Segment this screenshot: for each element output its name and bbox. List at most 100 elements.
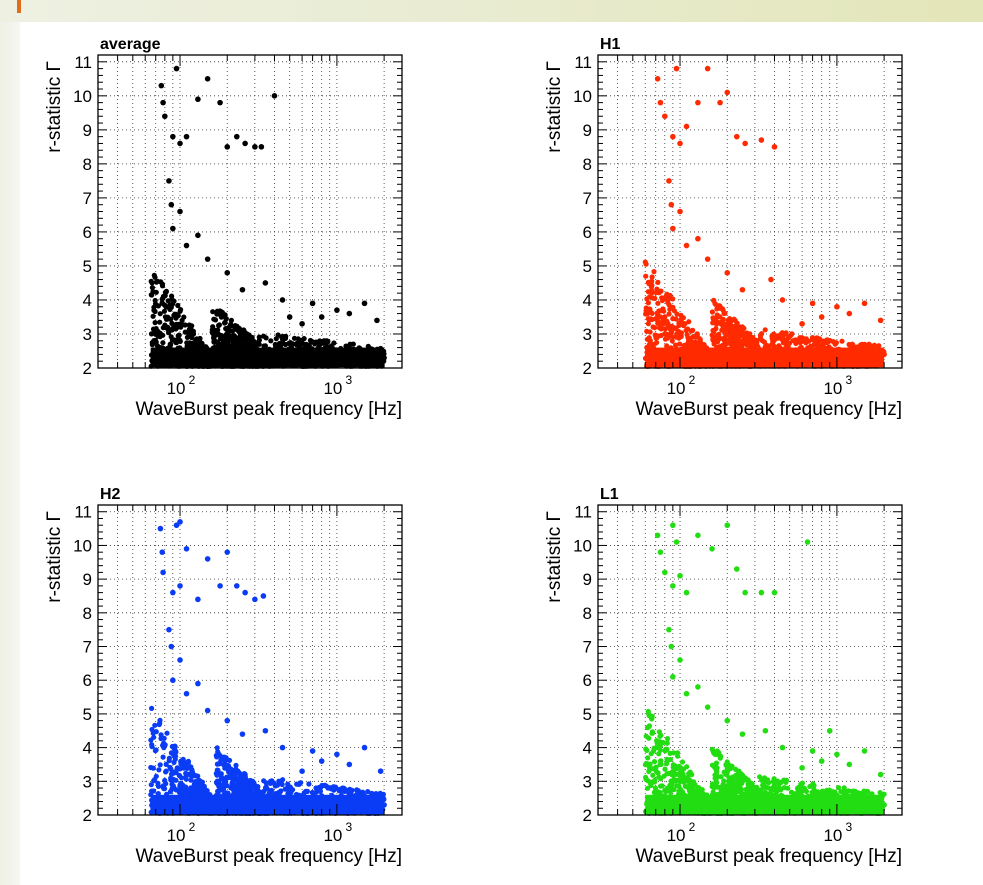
data-point [233, 782, 239, 788]
data-point [275, 332, 281, 338]
data-point [361, 744, 368, 751]
data-point [693, 334, 699, 340]
y-axis-label: r-statistic Γ [44, 61, 65, 153]
data-point [188, 777, 194, 783]
data-point [165, 314, 171, 320]
data-point [160, 301, 166, 307]
data-point [159, 283, 166, 289]
data-point [179, 317, 185, 324]
plot-area [598, 55, 902, 368]
data-point [149, 788, 155, 794]
data-point [156, 767, 162, 773]
data-point [671, 786, 677, 793]
data-point [217, 583, 223, 589]
data-point [155, 329, 161, 335]
data-point [170, 783, 176, 789]
y-tick-label: 8 [583, 155, 592, 174]
data-point [773, 336, 779, 342]
x-tick-label-exponent: 3 [846, 373, 853, 387]
data-point [670, 750, 677, 756]
data-point [262, 280, 269, 286]
data-point [657, 743, 663, 749]
data-point [159, 549, 166, 555]
data-point [839, 338, 845, 344]
data-point [245, 337, 251, 343]
data-point [768, 276, 774, 283]
data-point [648, 279, 654, 286]
data-point [732, 317, 738, 324]
y-tick-label: 5 [83, 705, 92, 724]
data-point [670, 778, 676, 784]
data-point [299, 320, 305, 327]
data-point [252, 596, 258, 603]
data-point [224, 269, 231, 276]
x-tick-label: 10 [323, 826, 342, 845]
data-point [683, 123, 690, 130]
data-point [237, 778, 243, 784]
data-point [649, 274, 655, 280]
data-point [173, 749, 179, 755]
data-point [681, 766, 687, 772]
y-tick-label: 11 [74, 53, 92, 72]
data-point [179, 322, 185, 328]
data-point [171, 759, 177, 766]
data-point [721, 310, 727, 316]
data-point [834, 303, 840, 310]
data-point [224, 549, 231, 555]
data-point [740, 332, 746, 338]
data-point [286, 314, 293, 320]
x-tick-label-exponent: 3 [346, 820, 353, 834]
data-point [657, 783, 664, 789]
data-point [162, 777, 168, 784]
data-point [204, 256, 211, 262]
data-point [662, 113, 668, 120]
data-point [714, 306, 720, 312]
data-point [242, 772, 248, 778]
data-point [664, 761, 670, 767]
data-point [220, 785, 226, 792]
y-tick-label: 5 [83, 257, 92, 276]
data-point [662, 766, 668, 772]
data-point [223, 790, 229, 796]
data-point [733, 133, 740, 140]
data-point [670, 316, 676, 322]
data-point [645, 755, 651, 761]
data-point [649, 316, 655, 323]
data-point [701, 342, 707, 348]
y-tick-label: 4 [83, 291, 92, 310]
data-point-dense-base [645, 347, 885, 368]
data-point [160, 569, 166, 576]
data-point [657, 733, 663, 739]
data-point [151, 734, 157, 740]
data-point [316, 342, 322, 348]
data-point [717, 99, 723, 106]
data-point [381, 354, 387, 361]
data-point [346, 310, 353, 317]
data-point [149, 744, 155, 750]
y-tick-label: 3 [83, 772, 92, 791]
data-point [649, 287, 655, 294]
data-point [704, 65, 711, 72]
x-tick-label: 10 [167, 826, 186, 845]
data-point [286, 788, 293, 794]
data-point [776, 343, 782, 349]
panel-title: H1 [600, 36, 621, 53]
data-point [664, 343, 670, 349]
data-point [654, 334, 660, 341]
data-point [252, 144, 258, 150]
data-point [183, 784, 189, 790]
data-point [227, 773, 233, 779]
data-point [183, 242, 190, 249]
data-point [163, 768, 169, 774]
data-point [268, 338, 274, 344]
data-point [204, 76, 211, 82]
data-point [792, 337, 799, 343]
panel-title: H2 [100, 486, 121, 503]
data-point [157, 525, 164, 532]
data-point [724, 89, 731, 96]
data-point [346, 761, 353, 768]
data-point [221, 334, 227, 340]
data-point [149, 292, 155, 298]
data-point [229, 328, 236, 334]
